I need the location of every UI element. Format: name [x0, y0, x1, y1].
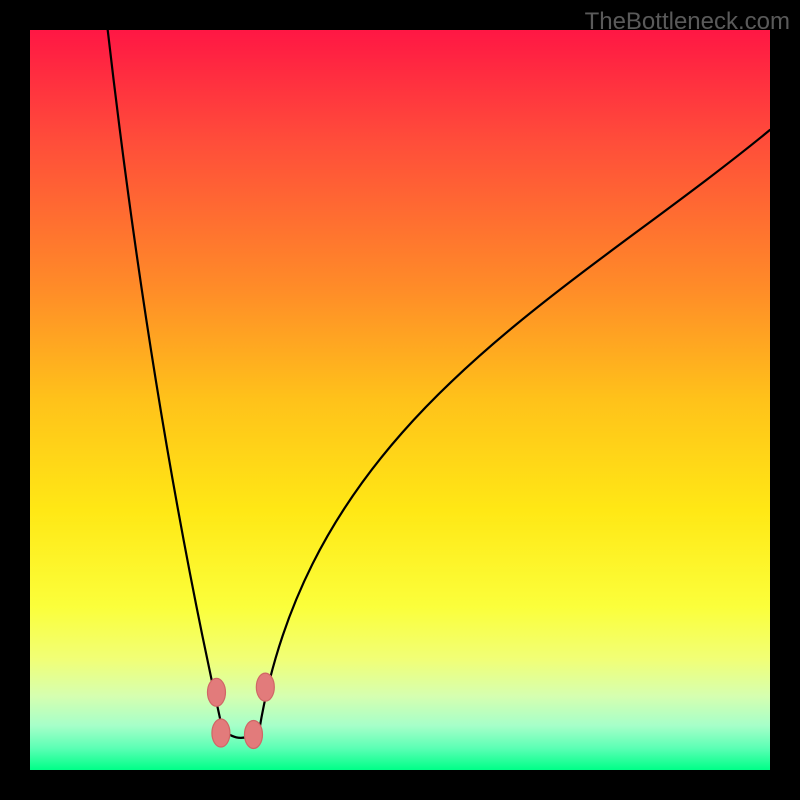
attribution-text: TheBottleneck.com	[585, 8, 790, 36]
bottleneck-chart	[0, 0, 800, 800]
plot-background	[30, 30, 770, 770]
optimum-marker-3	[256, 673, 274, 701]
optimum-marker-0	[207, 678, 225, 706]
optimum-marker-2	[244, 720, 262, 748]
figure-root: TheBottleneck.com	[0, 0, 800, 800]
optimum-marker-1	[212, 719, 230, 747]
